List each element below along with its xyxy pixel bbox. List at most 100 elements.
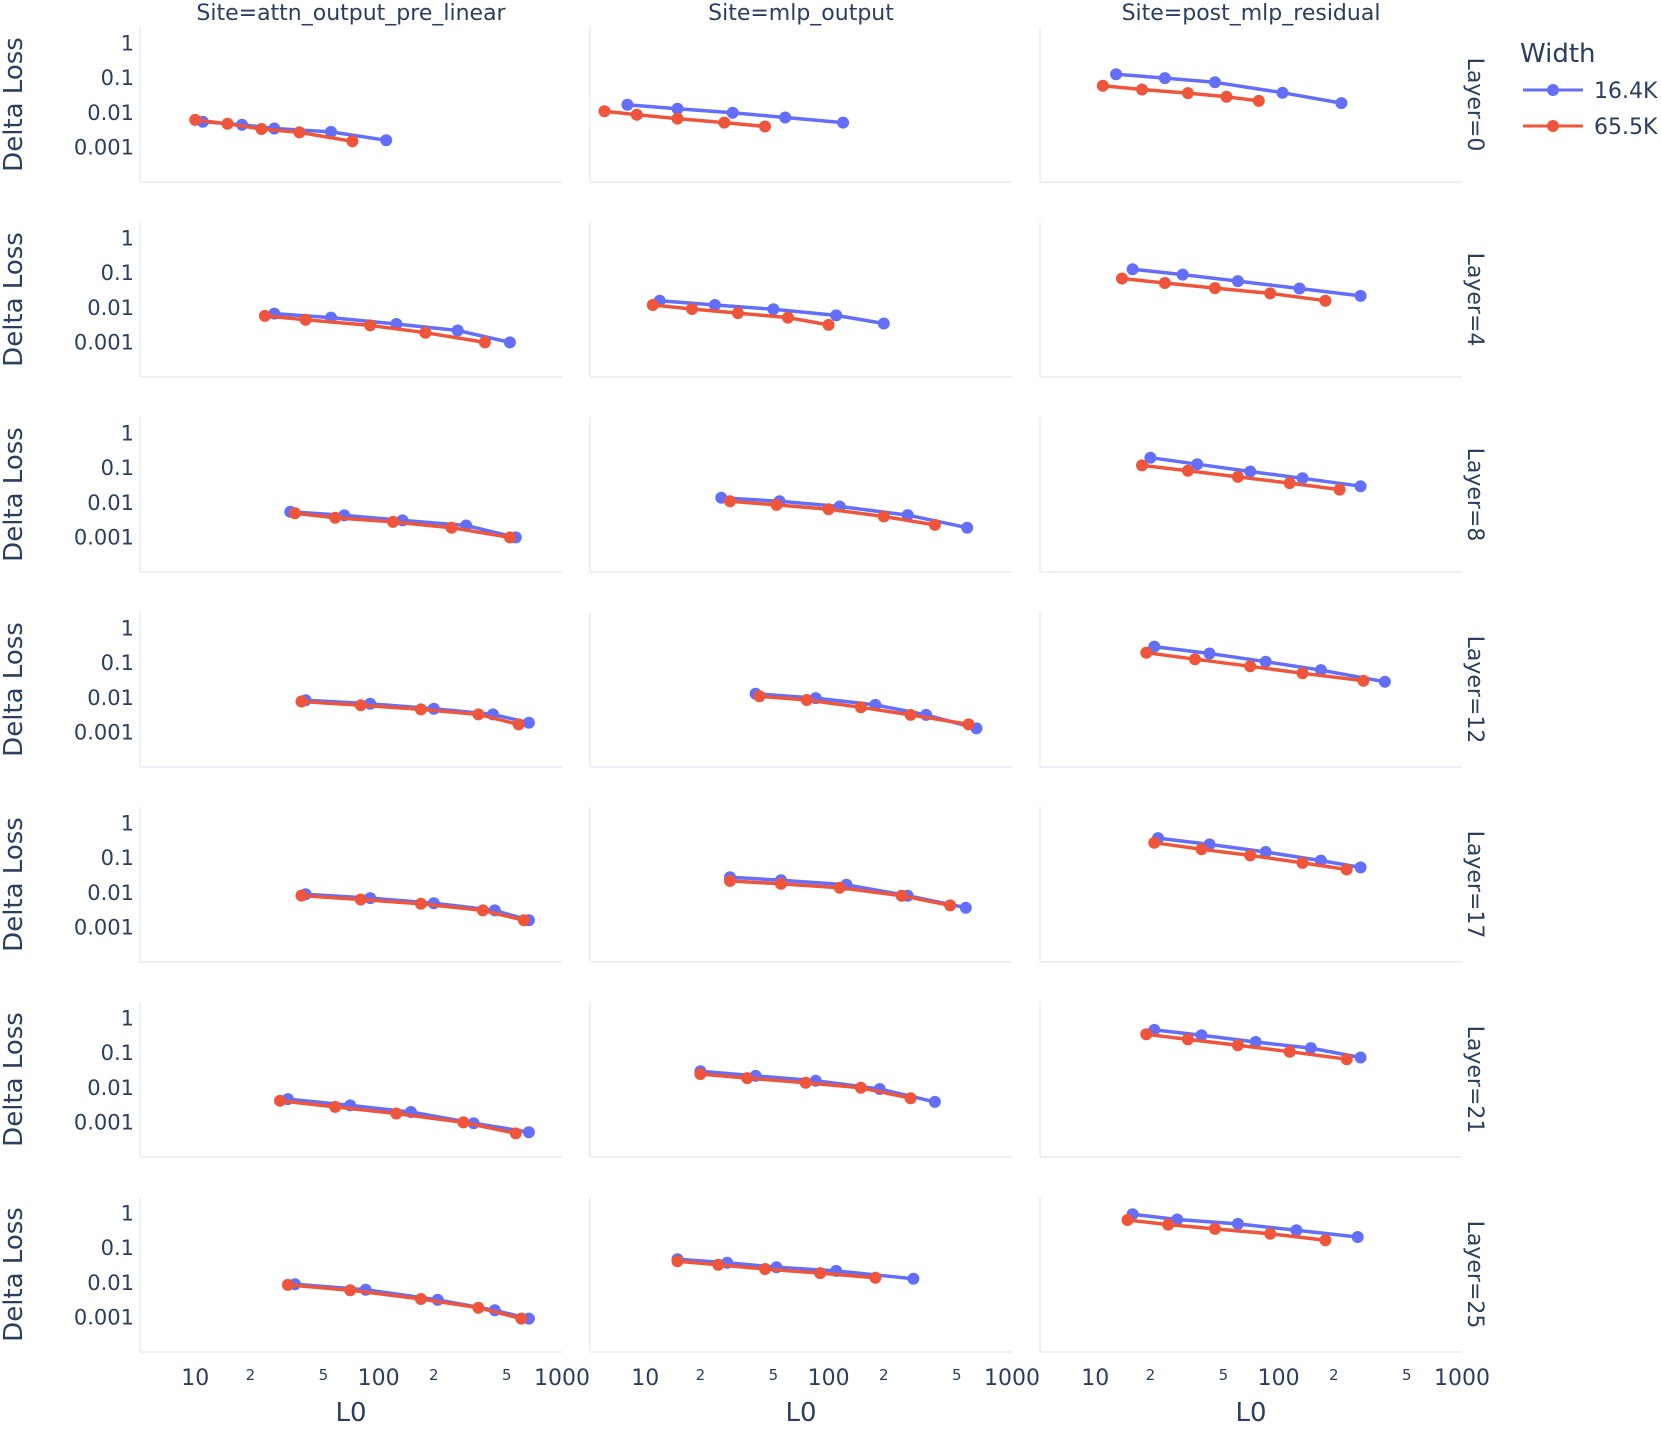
data-point-16-4k-r0-c1-3 — [779, 111, 792, 124]
data-point-16-4k-r1-c1-4 — [877, 317, 890, 330]
data-point-65-5k-r4-c1-0 — [724, 874, 736, 887]
y-tick-label-r5-3: 0.001 — [74, 1110, 134, 1134]
data-point-65-5k-r3-c2-0 — [1140, 646, 1153, 659]
data-point-65-5k-r1-c2-1 — [1158, 277, 1171, 289]
column-title-site-post-mlp-residual: Site=post_mlp_residual — [1122, 1, 1381, 26]
data-point-16-4k-r4-c2-2 — [1259, 846, 1272, 858]
data-point-65-5k-r6-c0-3 — [472, 1301, 485, 1314]
y-tick-label-r0-0: 1 — [121, 32, 134, 56]
legend-marker-16-4k — [1547, 84, 1559, 96]
data-point-65-5k-r1-c2-4 — [1319, 294, 1332, 307]
data-point-65-5k-r1-c0-1 — [299, 313, 312, 326]
data-point-65-5k-r5-c0-1 — [329, 1100, 342, 1113]
row-title-layer-17: Layer=17 — [1462, 831, 1487, 939]
y-tick-label-r5-2: 0.01 — [87, 1076, 134, 1100]
series-line-16-4k-r4-c2 — [1157, 836, 1361, 870]
legend-title: Width — [1520, 39, 1596, 69]
data-point-16-4k-r0-c2-3 — [1276, 86, 1289, 99]
x-tick-label-c1-major-1: 100 — [808, 1366, 850, 1391]
data-point-65-5k-r5-c0-3 — [457, 1116, 470, 1129]
data-point-65-5k-r5-c0-4 — [509, 1127, 522, 1140]
data-point-65-5k-r1-c0-0 — [258, 309, 271, 322]
data-point-16-4k-r0-c2-0 — [1110, 68, 1123, 81]
y-tick-label-r0-2: 0.01 — [87, 101, 134, 125]
data-point-65-5k-r0-c0-2 — [255, 123, 268, 135]
y-tick-label-r6-3: 0.001 — [74, 1305, 134, 1329]
legend-marker-65-5k — [1547, 120, 1559, 132]
legend: Width 16.4K 65.5K — [1520, 39, 1658, 140]
data-point-16-4k-r2-c2-0 — [1144, 451, 1157, 464]
x-tick-label-c0-major-0: 10 — [181, 1366, 209, 1391]
data-point-16-4k-r1-c1-3 — [830, 309, 843, 322]
panels-layer — [139, 27, 1462, 1353]
data-point-65-5k-r2-c2-2 — [1231, 470, 1244, 483]
data-point-65-5k-r6-c0-2 — [414, 1293, 427, 1305]
x-tick-label-c2-major-2: 1000 — [1434, 1366, 1490, 1391]
data-point-65-5k-r5-c0-2 — [390, 1107, 403, 1120]
data-point-16-4k-r2-c2-2 — [1244, 465, 1257, 478]
y-tick-label-r6-1: 0.1 — [101, 1236, 134, 1260]
data-point-65-5k-r0-c1-0 — [598, 105, 611, 118]
y-tick-label-r6-2: 0.01 — [87, 1271, 134, 1295]
data-point-65-5k-r2-c0-3 — [445, 521, 458, 534]
data-point-65-5k-r3-c0-0 — [295, 695, 308, 708]
data-point-65-5k-r6-c0-1 — [344, 1284, 357, 1297]
y-tick-label-r1-0: 1 — [121, 227, 134, 251]
y-tick-label-r3-3: 0.001 — [74, 720, 134, 744]
data-point-65-5k-r4-c2-4 — [1340, 863, 1353, 876]
data-point-65-5k-r1-c1-3 — [781, 311, 794, 324]
data-point-65-5k-r3-c1-1 — [800, 694, 813, 706]
data-point-65-5k-r3-c2-4 — [1357, 674, 1370, 687]
data-point-65-5k-r2-c2-4 — [1333, 483, 1346, 496]
data-point-65-5k-r0-c2-0 — [1096, 79, 1109, 92]
data-point-65-5k-r0-c0-1 — [221, 117, 234, 130]
data-point-65-5k-r6-c2-0 — [1121, 1214, 1134, 1226]
data-point-65-5k-r4-c1-4 — [944, 899, 957, 912]
legend-label-16-4k: 16.4K — [1594, 79, 1658, 104]
data-point-65-5k-r6-c2-3 — [1264, 1227, 1277, 1240]
y-tick-label-r3-0: 1 — [121, 617, 134, 641]
x-axis-title-c0: L0 — [335, 1398, 366, 1428]
data-point-65-5k-r6-c1-2 — [759, 1263, 771, 1275]
data-point-65-5k-r4-c0-4 — [517, 914, 530, 927]
data-point-65-5k-r6-c0-4 — [515, 1312, 528, 1325]
y-tick-label-r1-2: 0.01 — [87, 296, 134, 320]
y-tick-label-r2-2: 0.01 — [87, 491, 134, 515]
data-point-65-5k-r4-c2-3 — [1296, 856, 1309, 869]
y-axis-title-r5: Delta Loss — [0, 1012, 29, 1147]
data-point-65-5k-r0-c0-3 — [293, 126, 306, 139]
data-point-65-5k-r2-c0-2 — [387, 515, 400, 528]
x-tick-label-c0-major-2: 1000 — [534, 1366, 590, 1391]
y-tick-label-r0-3: 0.001 — [74, 135, 134, 159]
data-point-16-4k-r3-c2-3 — [1314, 664, 1327, 677]
data-point-16-4k-r0-c1-2 — [726, 106, 739, 119]
y-tick-label-r2-0: 1 — [121, 422, 134, 446]
data-point-65-5k-r1-c2-2 — [1209, 282, 1221, 295]
data-point-16-4k-r0-c2-4 — [1335, 97, 1348, 110]
x-tick-label-c0-minor-3: 5 — [502, 1366, 512, 1384]
data-point-65-5k-r0-c1-3 — [718, 116, 731, 129]
data-point-65-5k-r6-c1-0 — [671, 1255, 684, 1268]
data-point-65-5k-r2-c0-0 — [289, 507, 301, 520]
data-point-16-4k-r5-c2-3 — [1304, 1042, 1317, 1055]
data-point-16-4k-r1-c2-3 — [1293, 282, 1306, 295]
data-point-16-4k-r4-c2-4 — [1354, 861, 1367, 874]
data-point-16-4k-r2-c2-1 — [1191, 458, 1204, 471]
data-point-65-5k-r6-c2-2 — [1209, 1222, 1221, 1235]
y-tick-label-r2-1: 0.1 — [101, 456, 134, 480]
series-line-65-5k-r0-c2 — [1102, 84, 1260, 103]
data-point-65-5k-r0-c1-4 — [759, 120, 771, 133]
data-point-65-5k-r5-c1-1 — [741, 1072, 754, 1085]
data-point-65-5k-r5-c0-0 — [274, 1094, 286, 1107]
data-point-65-5k-r6-c1-3 — [814, 1267, 827, 1280]
data-point-16-4k-r0-c1-1 — [671, 102, 684, 115]
y-axis-title-r1: Delta Loss — [0, 232, 29, 367]
data-point-65-5k-r6-c2-1 — [1162, 1218, 1175, 1231]
data-point-16-4k-r4-c1-4 — [959, 901, 972, 914]
data-point-65-5k-r5-c1-2 — [799, 1076, 812, 1089]
data-point-65-5k-r3-c2-2 — [1244, 660, 1257, 673]
y-tick-label-r1-3: 0.001 — [74, 330, 134, 354]
data-point-65-5k-r1-c0-2 — [364, 319, 377, 332]
y-tick-label-r1-1: 0.1 — [101, 261, 134, 285]
x-tick-label-c1-minor-0: 2 — [696, 1366, 706, 1384]
